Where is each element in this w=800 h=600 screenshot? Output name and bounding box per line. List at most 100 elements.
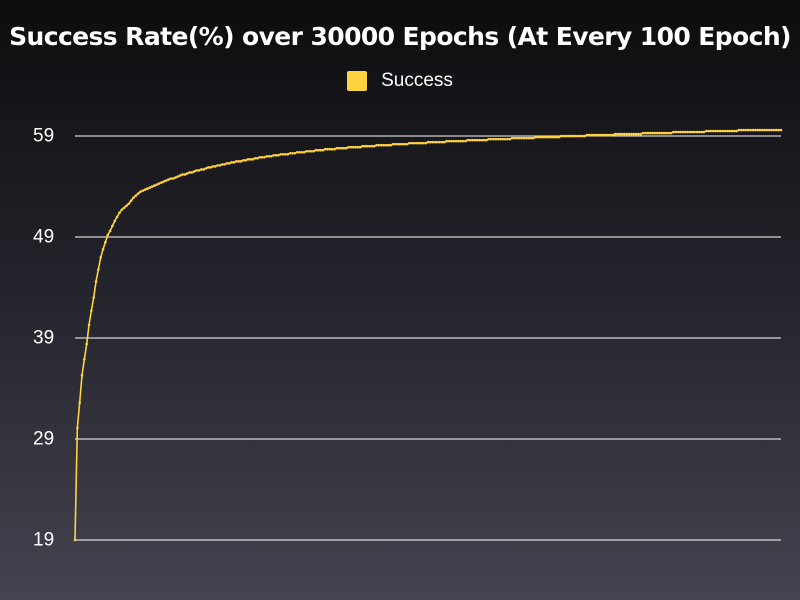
data-point: [384, 143, 388, 147]
data-point: [127, 202, 131, 206]
data-point: [321, 148, 325, 152]
data-point: [770, 128, 773, 132]
data-point: [76, 426, 79, 430]
data-point: [585, 133, 589, 137]
data-point: [487, 137, 491, 141]
data-point: [337, 146, 341, 150]
data-point: [169, 177, 173, 180]
data-point: [683, 130, 687, 134]
data-point: [160, 181, 163, 184]
data-point: [298, 150, 301, 154]
data-point: [326, 147, 329, 151]
series-line-success: [74, 129, 781, 541]
data-point: [199, 168, 203, 171]
data-point: [87, 323, 91, 327]
data-point: [672, 130, 675, 134]
data-point: [688, 130, 692, 134]
data-point: [674, 130, 678, 134]
data-point: [632, 132, 636, 136]
data-point: [143, 188, 147, 191]
data-point: [237, 160, 240, 163]
data-point: [702, 130, 706, 134]
data-point: [588, 133, 591, 137]
data-point: [190, 171, 194, 174]
data-point: [454, 139, 458, 143]
data-point: [651, 131, 654, 135]
data-point: [438, 140, 441, 144]
data-point: [80, 374, 84, 377]
legend-label-success: Success: [381, 70, 453, 91]
data-point: [761, 128, 764, 132]
data-point: [543, 135, 547, 139]
data-point: [393, 142, 397, 146]
data-point: [496, 137, 500, 141]
data-point: [576, 134, 579, 138]
data-point: [492, 137, 495, 141]
data-point: [136, 192, 140, 195]
data-point: [478, 138, 481, 142]
data-point: [616, 132, 619, 136]
data-point: [113, 219, 117, 223]
data-point: [447, 139, 451, 143]
data-point: [545, 135, 549, 139]
data-point: [335, 146, 339, 150]
data-point: [751, 128, 755, 132]
data-point: [410, 141, 413, 145]
data-point: [695, 130, 699, 134]
data-point: [235, 160, 238, 163]
data-point: [153, 184, 156, 187]
data-point: [725, 129, 729, 133]
data-point: [548, 135, 551, 139]
data-point: [536, 135, 540, 139]
data-point: [246, 158, 250, 161]
data-point: [599, 133, 603, 137]
data-point: [342, 146, 346, 150]
data-point: [573, 134, 577, 138]
data-point: [639, 132, 643, 136]
data-point: [132, 196, 135, 199]
data-point: [216, 164, 219, 167]
data-point: [157, 182, 161, 185]
data-point: [178, 174, 182, 177]
series-points-success: [73, 128, 783, 542]
data-point: [286, 152, 290, 156]
data-point: [464, 139, 467, 143]
data-point: [534, 135, 537, 139]
data-point: [104, 240, 107, 244]
data-point: [148, 186, 152, 189]
data-point: [302, 150, 306, 154]
data-point: [192, 170, 196, 173]
data-point: [162, 180, 166, 183]
data-point: [704, 129, 708, 133]
data-point: [494, 137, 498, 141]
data-point: [284, 152, 287, 156]
data-point: [78, 401, 81, 404]
data-point: [328, 147, 332, 151]
data-point: [206, 166, 210, 169]
data-point: [274, 153, 278, 157]
data-point: [97, 268, 100, 271]
data-point: [398, 142, 402, 146]
data-point: [288, 151, 292, 155]
data-point: [344, 146, 348, 150]
data-point: [538, 135, 542, 139]
data-point: [403, 142, 406, 146]
data-point: [739, 128, 743, 132]
data-point: [522, 136, 526, 140]
data-point: [356, 145, 360, 149]
data-point: [623, 132, 626, 136]
data-point: [662, 131, 666, 135]
data-point: [772, 128, 776, 132]
data-point: [777, 128, 780, 132]
data-point: [658, 131, 661, 135]
data-point: [634, 132, 638, 136]
data-point: [709, 129, 713, 133]
data-point: [690, 130, 694, 134]
data-point: [503, 137, 507, 141]
data-point: [667, 131, 671, 135]
data-point: [723, 129, 727, 133]
data-point: [319, 148, 322, 152]
data-point: [473, 138, 477, 142]
data-point: [609, 133, 612, 137]
